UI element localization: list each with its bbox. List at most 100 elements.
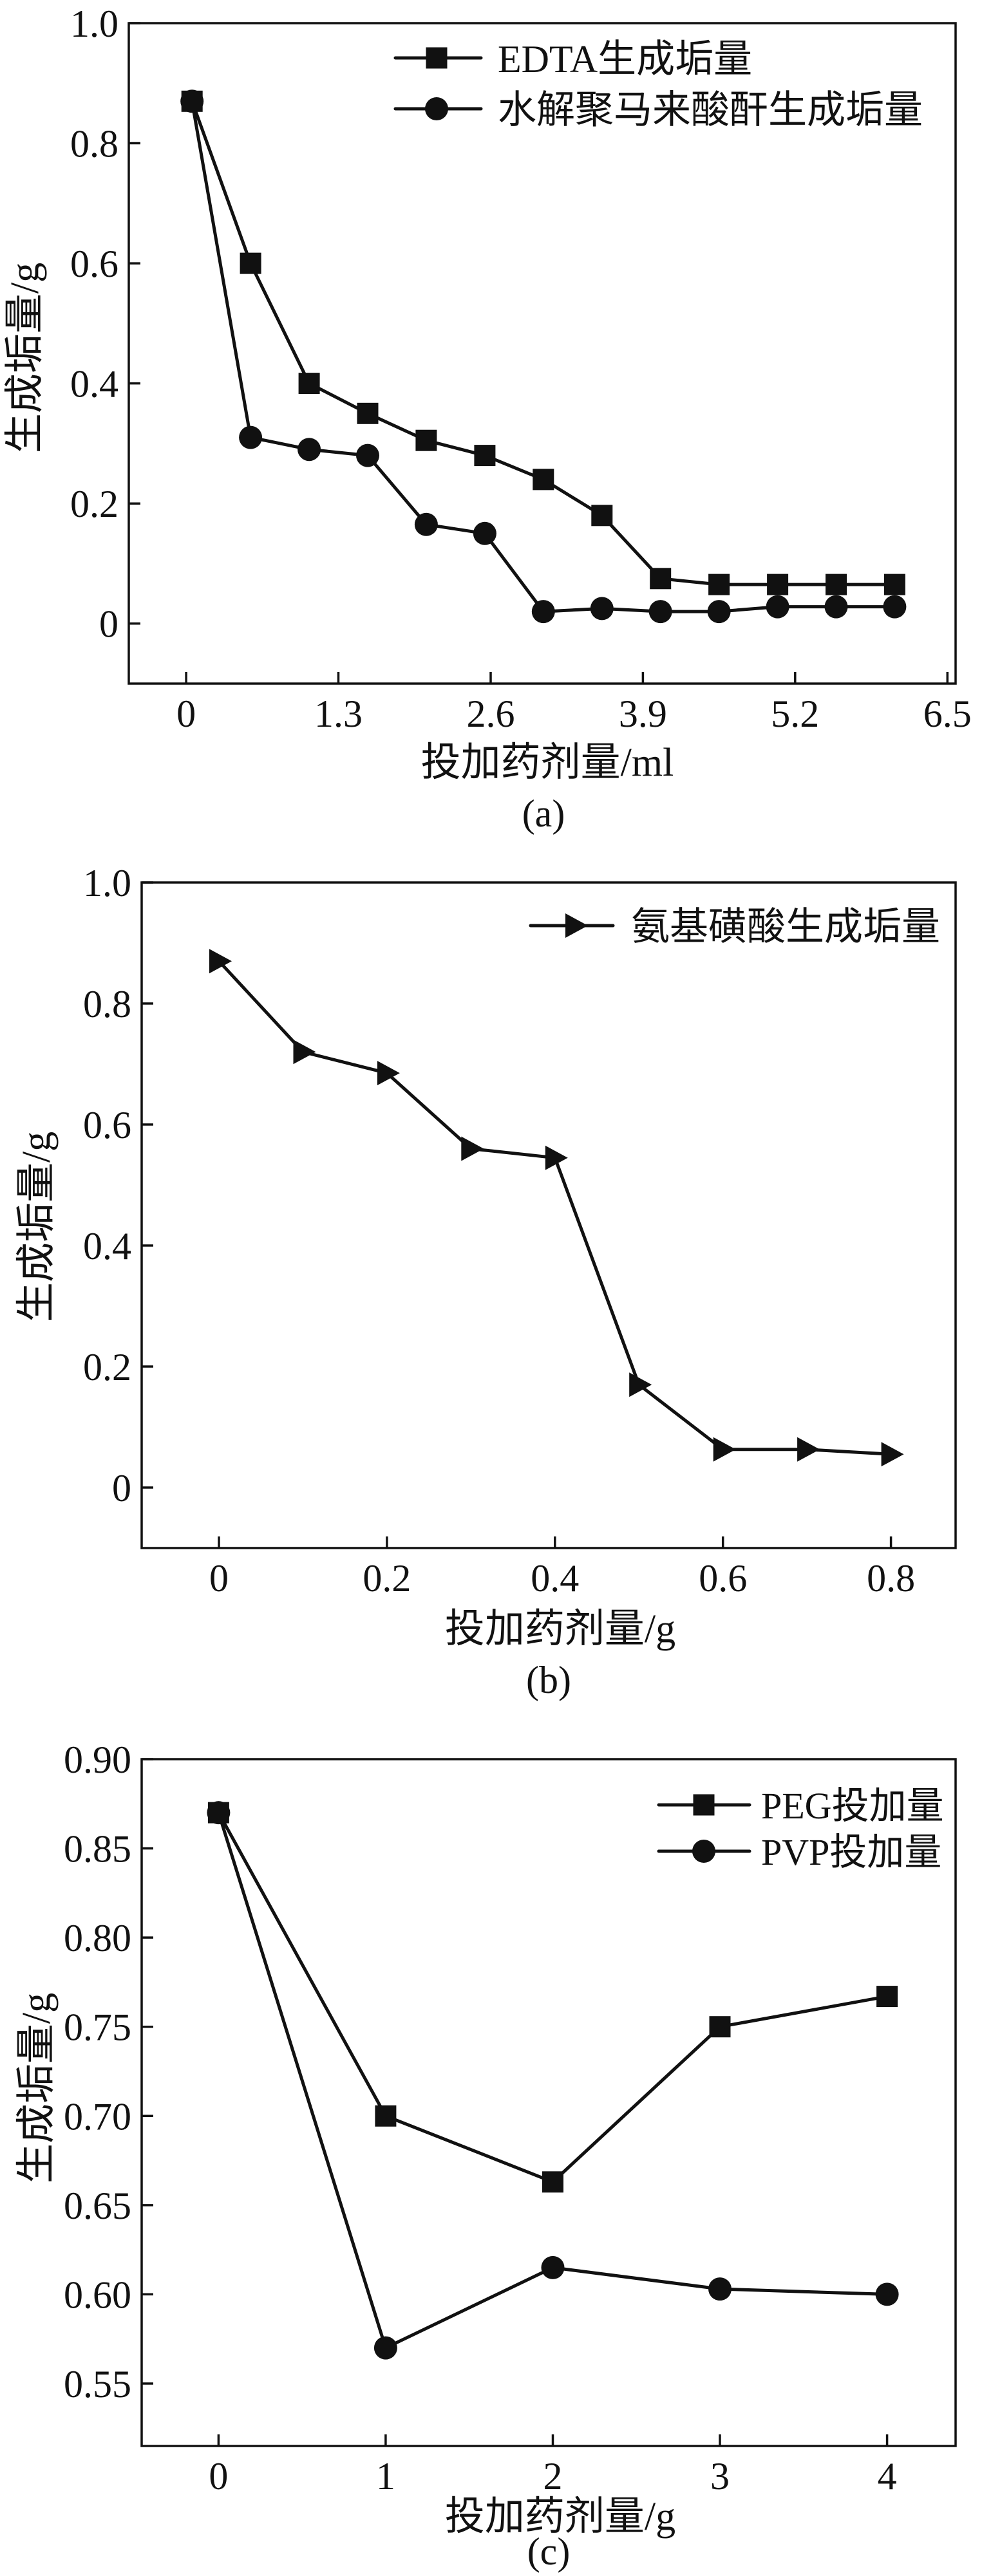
x-tick-label: 0.6 xyxy=(699,1557,747,1600)
data-point-triangle xyxy=(545,1145,568,1170)
y-tick-label: 0.4 xyxy=(83,1225,131,1267)
data-point-circle xyxy=(180,89,204,113)
data-point-circle xyxy=(207,1801,231,1825)
data-point-square xyxy=(533,469,554,490)
legend-marker-square xyxy=(426,47,448,69)
axis-ticks: 0 0.2 0.4 0.6 0.8 1.0 0 0.2 0.4 0.6 0.8 xyxy=(83,862,915,1600)
plot-series xyxy=(209,949,904,1467)
data-point-triangle xyxy=(881,1442,904,1467)
y-tick-label: 0.65 xyxy=(64,2185,131,2227)
x-tick-label: 3.9 xyxy=(619,693,667,735)
data-point-triangle xyxy=(713,1437,736,1462)
data-point-circle xyxy=(824,595,848,619)
x-tick-label: 5.2 xyxy=(771,693,819,735)
y-tick-label: 0 xyxy=(112,1467,131,1509)
y-tick-label: 0.90 xyxy=(64,1739,131,1781)
x-tick-label: 0 xyxy=(209,2455,228,2497)
y-tick-label: 0.70 xyxy=(64,2095,131,2138)
data-point-triangle xyxy=(209,949,232,974)
legend: 氨基磺酸生成垢量 xyxy=(529,906,940,948)
legend-marker-circle xyxy=(425,97,448,120)
x-axis-label: 投加药剂量/ml xyxy=(421,741,674,785)
y-tick-label: 0.8 xyxy=(83,983,131,1025)
legend-marker-triangle xyxy=(565,913,588,938)
data-point-square xyxy=(415,429,437,451)
x-tick-label: 0.8 xyxy=(867,1557,915,1600)
data-point-square xyxy=(474,445,496,467)
data-point-square xyxy=(883,574,905,595)
data-point-circle xyxy=(473,521,496,545)
legend-label: 氨基磺酸生成垢量 xyxy=(631,906,940,948)
legend-marker-circle xyxy=(692,1840,715,1863)
chart-c: 0.55 0.60 0.65 0.70 0.75 0.80 0.85 0.90 0 1 2 3 4 PE… xyxy=(15,1739,957,2573)
x-tick-label: 6.5 xyxy=(923,693,972,735)
data-point-circle xyxy=(297,438,321,462)
y-tick-label: 0.8 xyxy=(70,123,118,165)
data-point-circle xyxy=(414,512,438,536)
plot-frame xyxy=(140,881,957,1549)
x-tick-label: 2 xyxy=(543,2455,563,2497)
data-point-circle xyxy=(648,600,672,624)
data-point-square xyxy=(357,402,379,424)
y-axis-label: 生成垢量/g xyxy=(3,263,47,453)
data-point-triangle xyxy=(461,1136,484,1161)
y-tick-label: 1.0 xyxy=(83,862,131,904)
legend-label: PVP投加量 xyxy=(761,1831,941,1873)
data-point-square xyxy=(240,252,261,274)
data-point-square xyxy=(767,574,789,595)
data-point-circle xyxy=(356,443,379,467)
plot-frame xyxy=(140,1758,957,2447)
x-tick-label: 1.3 xyxy=(314,693,363,735)
series-line xyxy=(190,99,896,586)
data-point-triangle xyxy=(293,1040,316,1065)
x-tick-label: 0 xyxy=(176,693,196,735)
data-point-square xyxy=(375,2105,397,2127)
legend-label: EDTA生成垢量 xyxy=(498,38,752,80)
panel-caption: (c) xyxy=(527,2530,571,2573)
legend: EDTA生成垢量 水解聚马来酸酐生成垢量 xyxy=(393,38,923,131)
plot-series xyxy=(207,1801,899,2360)
data-point-triangle xyxy=(377,1061,400,1086)
y-tick-label: 0.75 xyxy=(64,2006,131,2049)
data-point-square xyxy=(876,1986,898,2008)
data-point-square xyxy=(542,2171,563,2193)
axis-ticks: 0 0.2 0.4 0.6 0.8 1.0 0 1.3 2.6 3.9 5.2 6.5 xyxy=(70,3,972,735)
series-line xyxy=(217,959,893,1456)
y-tick-label: 0 xyxy=(99,603,118,646)
legend-label: 水解聚马来酸酐生成垢量 xyxy=(498,89,923,131)
data-point-circle xyxy=(875,2282,899,2306)
data-point-square xyxy=(826,574,847,595)
y-tick-label: 0.80 xyxy=(64,1917,131,1959)
data-point-circle xyxy=(541,2255,565,2279)
data-point-circle xyxy=(373,2336,397,2360)
series-1 xyxy=(207,1802,898,2193)
x-tick-label: 4 xyxy=(878,2455,897,2497)
panel-caption: (b) xyxy=(526,1659,571,1701)
y-tick-label: 1.0 xyxy=(70,3,118,45)
series-2 xyxy=(180,89,907,624)
y-tick-label: 0.2 xyxy=(83,1346,131,1388)
y-axis-label: 生成垢量/g xyxy=(15,1132,59,1322)
y-tick-label: 0.2 xyxy=(70,483,118,525)
x-tick-label: 2.6 xyxy=(467,693,515,735)
x-axis-label: 投加药剂量/g xyxy=(445,1607,675,1651)
y-tick-label: 0.55 xyxy=(64,2363,131,2405)
data-point-circle xyxy=(590,597,614,621)
y-tick-label: 0.6 xyxy=(83,1104,131,1146)
y-tick-label: 0.4 xyxy=(70,363,118,406)
x-tick-label: 3 xyxy=(710,2455,730,2497)
data-point-circle xyxy=(766,595,789,619)
x-tick-label: 1 xyxy=(376,2455,395,2497)
data-point-circle xyxy=(708,2277,732,2301)
y-axis-label: 生成垢量/g xyxy=(15,1993,59,2183)
series-1 xyxy=(181,90,905,595)
x-tick-label: 0.2 xyxy=(363,1557,411,1600)
axis-ticks: 0.55 0.60 0.65 0.70 0.75 0.80 0.85 0.90 0 1 2 3 4 xyxy=(64,1739,897,2497)
series-1 xyxy=(209,949,904,1467)
legend: PEG投加量 PVP投加量 xyxy=(657,1785,944,1873)
x-axis-label: 投加药剂量/g xyxy=(445,2495,675,2539)
data-point-circle xyxy=(531,600,555,624)
legend-marker-square xyxy=(693,1794,715,1816)
legend-label: PEG投加量 xyxy=(761,1785,944,1827)
